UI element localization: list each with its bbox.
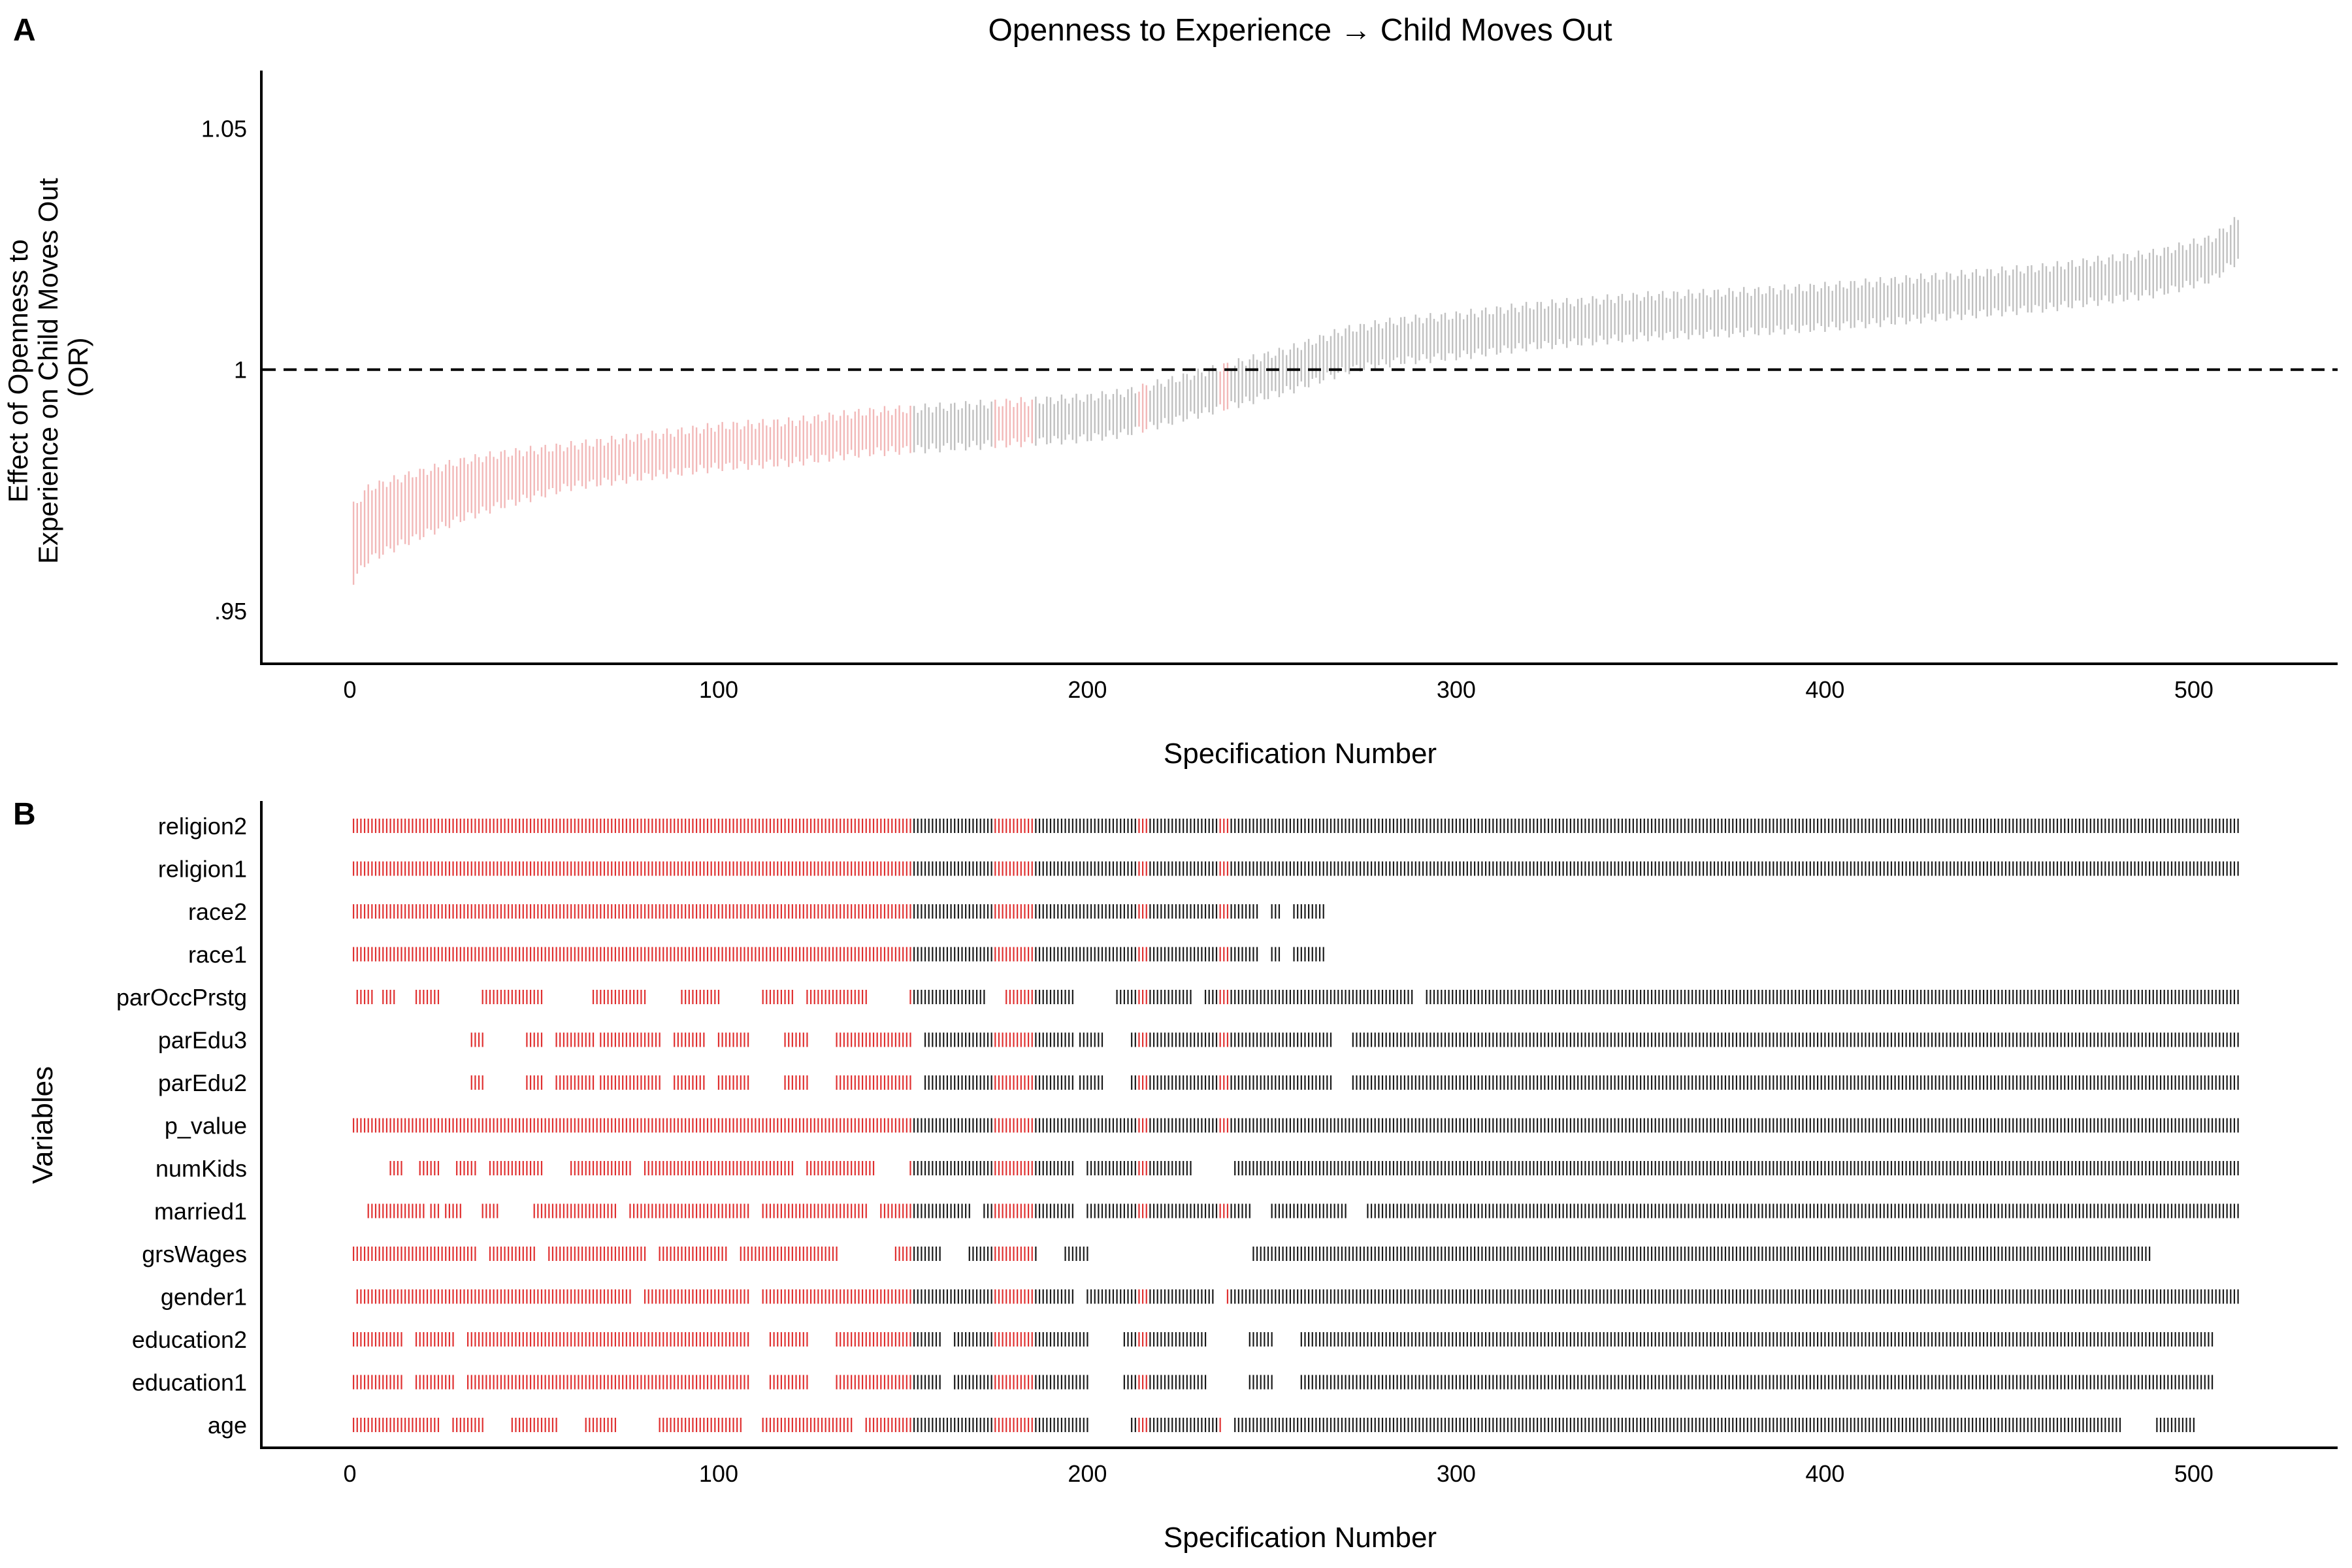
inclusion-marks <box>353 819 2239 1432</box>
estimate-marks <box>352 217 2239 585</box>
x-tick-label: 300 <box>1437 676 1476 703</box>
variable-row-parOccPrstg <box>356 990 2239 1004</box>
y-tick-label: 1 <box>234 357 247 384</box>
variable-row-numKids <box>389 1161 2239 1175</box>
variable-row-parEdu3 <box>470 1032 2239 1047</box>
panel-a-title: Openness to Experience → Child Moves Out <box>988 13 1612 48</box>
variable-row-religion2 <box>353 819 2239 833</box>
y-label-line-1: Effect of Openness to <box>3 239 33 502</box>
panel-a-curve-chart: Openness to Experience → Child Moves Out… <box>3 13 2338 770</box>
x-tick-label: 400 <box>1805 676 1844 703</box>
x-tick-label: 200 <box>1068 676 1107 703</box>
variable-row-p_value <box>353 1118 2239 1133</box>
panel-a-y-ticks: .95 1 1.05 <box>201 116 247 625</box>
variable-row-religion1 <box>353 861 2239 876</box>
variable-row-married1 <box>367 1203 2239 1218</box>
panel-b-variable-matrix: religion2religion1race2race1parOccPrstgp… <box>27 801 2338 1554</box>
x-tick-label: 100 <box>699 676 738 703</box>
variable-row-race2 <box>353 904 1324 919</box>
panel-a-label: A <box>13 13 36 48</box>
panel-a-x-axis-label: Specification Number <box>1164 738 1437 770</box>
variable-row-race1 <box>353 947 1324 962</box>
panel-b-label: B <box>13 797 36 832</box>
variable-row-parEdu2 <box>470 1075 2239 1090</box>
variable-row-grsWages <box>353 1247 2151 1261</box>
y-label-line-3: (OR) <box>63 338 93 397</box>
y-tick-label: .95 <box>214 598 247 625</box>
y-label-line-2: Experience on Child Moves Out <box>33 178 63 564</box>
x-tick-label: 500 <box>2174 676 2213 703</box>
panel-a-y-axis-label: Effect of Openness to Experience on Chil… <box>3 171 93 564</box>
panel-a-x-ticks: 0 100 200 300 400 500 <box>343 676 2213 703</box>
x-tick-label: 0 <box>343 676 356 703</box>
y-tick-label: 1.05 <box>201 116 247 142</box>
